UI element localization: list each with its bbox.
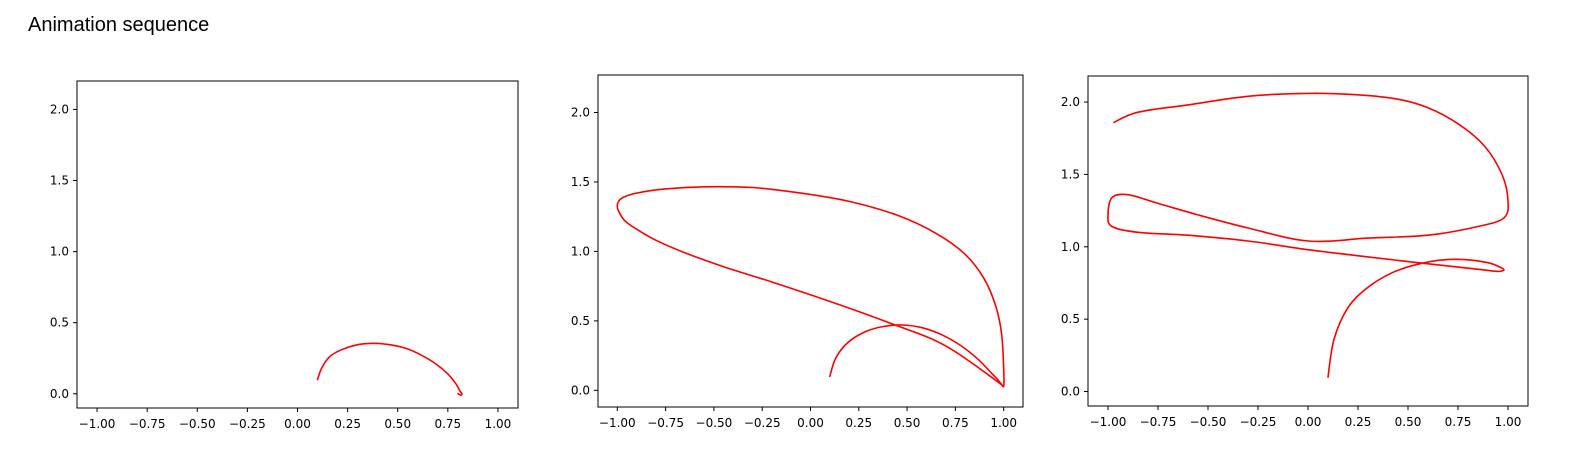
y-tick-label: 1.5 <box>1061 167 1080 181</box>
x-tick-label: 0.50 <box>1395 415 1422 429</box>
x-tick-label: −1.00 <box>599 416 636 430</box>
x-tick-label: 0.25 <box>1345 415 1372 429</box>
y-tick-label: 0.5 <box>50 316 69 330</box>
chart-2-svg: −1.00 −0.75 −0.50 −0.25 0.00 0.25 0.50 0.75 1.00… <box>571 74 1024 430</box>
x-tick-label: −1.00 <box>79 417 116 431</box>
y-tick-label: 2.0 <box>571 106 590 120</box>
y-tick-label: 1.5 <box>50 174 69 188</box>
x-tick-label: −1.00 <box>1090 415 1127 429</box>
chart-3-svg: −1.00 −0.75 −0.50 −0.25 0.00 0.25 0.50 0.75 1.00… <box>1061 75 1529 429</box>
chart-panel-3: −1.00 −0.75 −0.50 −0.25 0.00 0.25 0.50 0.75 1.00… <box>1058 60 1586 472</box>
x-tick-label: 1.00 <box>485 417 512 431</box>
trajectory-line <box>316 342 463 396</box>
y-tick-label: 1.0 <box>50 245 69 259</box>
y-tick-label: 2.0 <box>1061 95 1080 109</box>
x-tick-label: −0.50 <box>179 417 216 431</box>
x-tick-label: 1.00 <box>1495 415 1522 429</box>
x-tick-label: 0.75 <box>1445 415 1472 429</box>
x-tick-label: 1.00 <box>990 416 1017 430</box>
x-tick-label: 0.50 <box>894 416 921 430</box>
page-title: Animation sequence <box>28 14 210 36</box>
x-tick-label: 0.25 <box>334 417 361 431</box>
x-tick-label: 0.00 <box>797 416 824 430</box>
x-tick-label: −0.50 <box>696 416 733 430</box>
x-tick-label: 0.50 <box>384 417 411 431</box>
x-tick-label: −0.25 <box>744 416 781 430</box>
x-tick-label: 0.75 <box>942 416 969 430</box>
chart-1-svg: −1.00 −0.75 −0.50 −0.25 0.00 0.25 0.50 0.75 1.00… <box>50 80 519 431</box>
y-tick-label: 0.5 <box>571 314 590 328</box>
x-tick-label: −0.50 <box>1190 415 1227 429</box>
y-tick-label: 0.0 <box>1061 385 1080 399</box>
y-tick-label: 1.5 <box>571 175 590 189</box>
x-tick-label: 0.25 <box>845 416 872 430</box>
y-tick-label: 2.0 <box>50 102 69 116</box>
plot-frame <box>76 80 519 409</box>
x-tick-label: 0.75 <box>434 417 461 431</box>
y-tick-label: 0.5 <box>1061 312 1080 326</box>
x-tick-label: −0.25 <box>229 417 266 431</box>
y-tick-label: 1.0 <box>571 244 590 258</box>
trajectory-line <box>616 185 1005 388</box>
trajectory-line <box>1107 92 1510 378</box>
x-tick-label: 0.00 <box>1295 415 1322 429</box>
x-tick-label: −0.75 <box>129 417 166 431</box>
x-tick-label: −0.75 <box>647 416 684 430</box>
x-tick-label: −0.75 <box>1140 415 1177 429</box>
plot-frame <box>597 74 1024 408</box>
chart-panel-2: −1.00 −0.75 −0.50 −0.25 0.00 0.25 0.50 0.75 1.00… <box>529 60 1058 472</box>
y-tick-label: 0.0 <box>50 387 69 401</box>
y-tick-label: 1.0 <box>1061 240 1080 254</box>
x-tick-label: 0.00 <box>284 417 311 431</box>
chart-panel-1: −1.00 −0.75 −0.50 −0.25 0.00 0.25 0.50 0.75 1.00… <box>0 60 529 472</box>
x-tick-label: −0.25 <box>1240 415 1277 429</box>
y-tick-label: 0.0 <box>571 383 590 397</box>
